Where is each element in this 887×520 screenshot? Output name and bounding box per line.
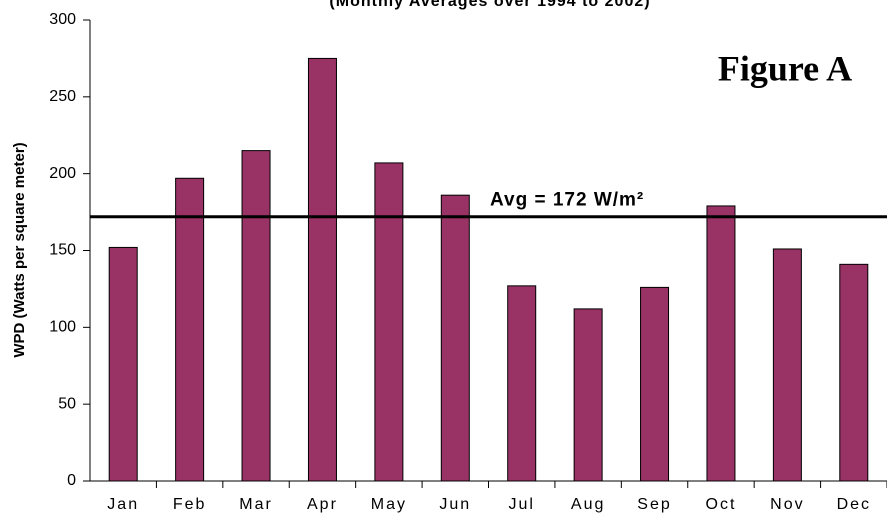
figure-label: Figure A: [718, 48, 852, 88]
x-tick-label: May: [371, 496, 407, 513]
bar: [573, 308, 603, 482]
x-tick-label: Feb: [173, 496, 207, 513]
bar: [241, 150, 271, 482]
x-tick-label: Jun: [439, 496, 471, 513]
y-tick-label: 150: [49, 242, 76, 259]
bar: [108, 246, 138, 482]
average-label: Avg = 172 W/m²: [490, 190, 644, 211]
x-tick-label: Nov: [770, 496, 804, 513]
bar: [839, 263, 869, 482]
bar: [440, 194, 470, 482]
x-tick-label: Mar: [239, 496, 273, 513]
bar: [374, 162, 404, 482]
x-tick-label: Jan: [107, 496, 139, 513]
y-tick-label: 250: [49, 88, 76, 105]
bar: [772, 248, 802, 482]
x-tick-label: Aug: [571, 496, 605, 513]
x-tick-label: Dec: [837, 496, 871, 513]
chart-subtitle: (Monthly Averages over 1994 to 2002): [329, 0, 650, 10]
y-axis-label: WPD (Watts per square meter): [11, 142, 28, 357]
x-tick-label: Oct: [706, 496, 737, 513]
y-tick-label: 50: [58, 395, 76, 412]
x-tick-label: Jul: [508, 496, 534, 513]
y-tick-label: 300: [49, 11, 76, 28]
bar: [706, 205, 736, 482]
bar: [175, 177, 205, 482]
y-tick-label: 100: [49, 319, 76, 336]
bar: [307, 57, 337, 482]
bar: [507, 285, 537, 482]
x-tick-label: Sep: [637, 496, 671, 513]
y-tick-label: 200: [49, 165, 76, 182]
bar: [640, 286, 670, 482]
y-tick-label: 0: [67, 472, 76, 489]
x-tick-label: Apr: [307, 496, 338, 513]
